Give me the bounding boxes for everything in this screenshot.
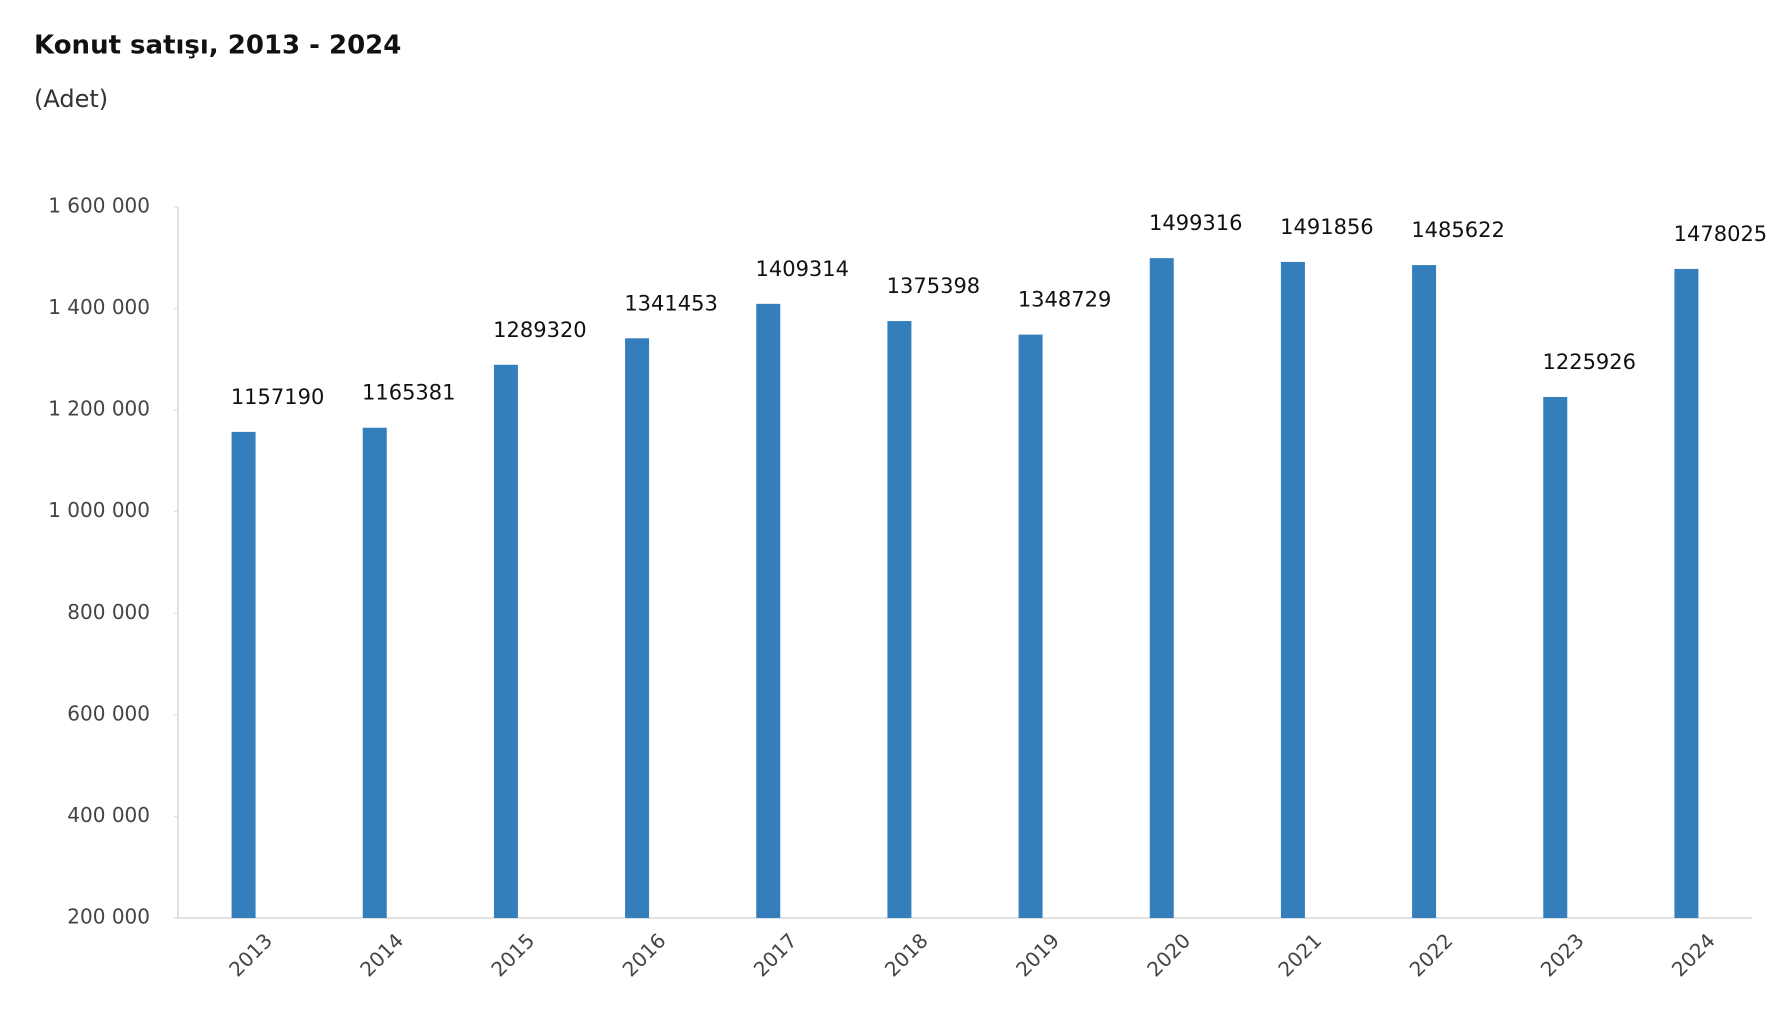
- bar: [756, 303, 781, 918]
- value-label: 1499316: [1149, 211, 1243, 235]
- chart-subtitle: (Adet): [34, 85, 108, 113]
- y-tick-label: 1 600 000: [48, 194, 150, 218]
- x-tick-label: 2018: [880, 928, 933, 981]
- value-label: 1341453: [624, 291, 718, 315]
- x-tick-label: 2019: [1011, 928, 1064, 981]
- value-label: 1485622: [1411, 218, 1505, 242]
- x-tick-label: 2017: [749, 928, 802, 981]
- x-tick-label: 2023: [1536, 928, 1589, 981]
- bar: [1018, 334, 1043, 919]
- x-tick-label: 2015: [486, 928, 539, 981]
- value-label: 1225926: [1542, 350, 1636, 374]
- y-tick-label: 1 000 000: [48, 498, 150, 522]
- value-label: 1157190: [231, 385, 325, 409]
- y-tick-label: 1 200 000: [48, 397, 150, 421]
- bar: [625, 338, 650, 918]
- value-label: 1348729: [1018, 288, 1112, 312]
- y-tick-label: 400 000: [67, 803, 150, 827]
- bar: [231, 431, 256, 918]
- value-label: 1375398: [887, 274, 981, 298]
- x-tick-label: 2014: [355, 928, 408, 981]
- y-tick-label: 600 000: [67, 701, 150, 725]
- value-label: 1491856: [1280, 215, 1374, 239]
- value-label: 1165381: [362, 381, 456, 405]
- value-label: 1478025: [1674, 222, 1768, 246]
- bar: [1543, 396, 1568, 918]
- chart-title: Konut satışı, 2013 - 2024: [34, 31, 401, 61]
- x-tick-label: 2022: [1405, 928, 1458, 981]
- bar: [1674, 268, 1699, 918]
- x-tick-label: 2021: [1273, 928, 1326, 981]
- y-tick-label: 1 400 000: [48, 295, 150, 319]
- value-label: 1409314: [755, 257, 849, 281]
- y-tick-label: 800 000: [67, 600, 150, 624]
- bar: [493, 364, 518, 918]
- bar: [1412, 265, 1437, 919]
- y-tick-label: 200 000: [67, 905, 150, 929]
- bar: [362, 427, 387, 918]
- bar: [887, 321, 912, 918]
- bar: [1280, 261, 1305, 918]
- x-tick-label: 2016: [618, 928, 671, 981]
- value-label: 1289320: [493, 318, 587, 342]
- bar: [1149, 258, 1174, 919]
- x-tick-label: 2024: [1667, 928, 1720, 981]
- x-tick-label: 2013: [224, 928, 277, 981]
- x-tick-label: 2020: [1142, 928, 1195, 981]
